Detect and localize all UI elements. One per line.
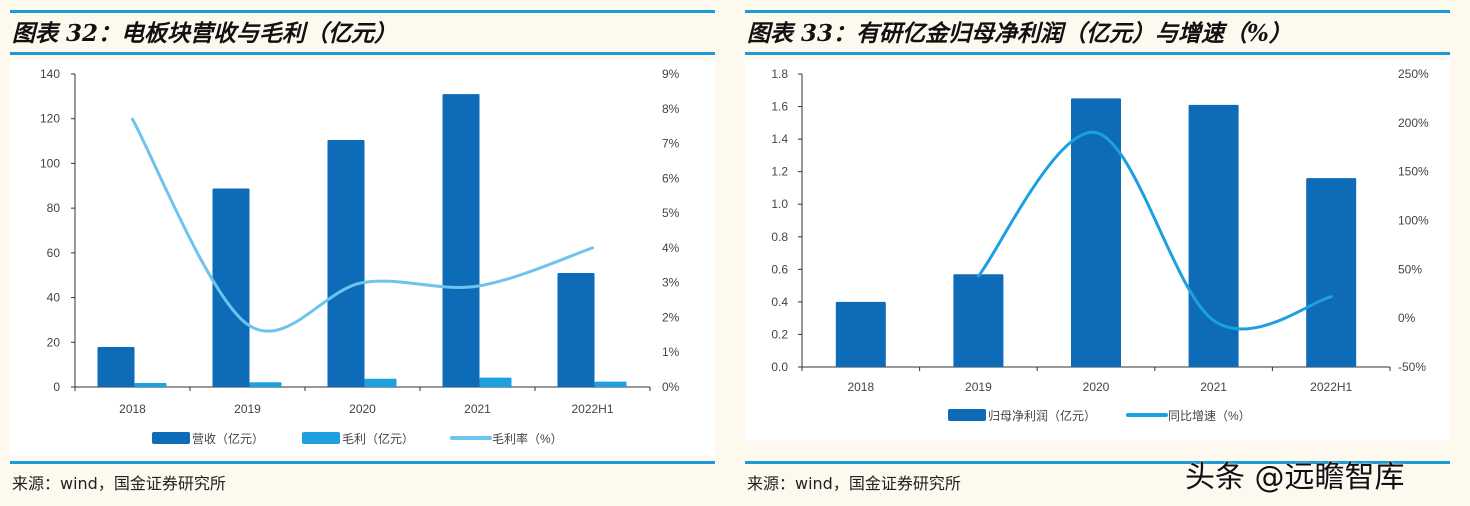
- right-y2-tick-label: -50%: [1398, 360, 1426, 374]
- right-y-tick-label: 0.2: [771, 327, 788, 341]
- right-chart-title: 图表 33：有研亿金归母净利润（亿元）与增速（%）: [747, 20, 1292, 47]
- left-legend-label-0: 营收（亿元）: [192, 431, 264, 446]
- left-bar-1: [249, 382, 282, 387]
- right-title-top-rule: [745, 10, 1450, 13]
- left-legend-label-1: 毛利（亿元）: [342, 431, 414, 446]
- right-bar-0: [1071, 98, 1121, 368]
- left-bar-0: [442, 94, 480, 387]
- left-x-tick-label: 2018: [119, 402, 146, 416]
- left-bar-0: [557, 272, 595, 387]
- left-title-top-rule: [10, 10, 715, 13]
- right-y2-tick-label: 100%: [1398, 214, 1429, 228]
- left-y2-tick-label: 3%: [662, 276, 680, 290]
- right-bar-0: [1306, 178, 1357, 367]
- left-bar-1: [364, 378, 397, 387]
- left-source: 来源：wind，国金证券研究所: [12, 474, 226, 493]
- right-x-tick-label: 2022H1: [1310, 380, 1352, 394]
- right-x-tick-label: 2020: [1083, 380, 1110, 394]
- left-x-tick-label: 2020: [349, 402, 376, 416]
- right-line-1: [976, 131, 1333, 331]
- left-chart-title: 图表 32：电板块营收与毛利（亿元）: [12, 20, 398, 47]
- left-y2-tick-label: 5%: [662, 206, 680, 220]
- left-y2-tick-label: 2%: [662, 310, 680, 324]
- right-y2-tick-label: 250%: [1398, 67, 1429, 81]
- left-y-tick-label: 0: [53, 380, 60, 394]
- left-y-tick-label: 20: [47, 335, 61, 349]
- right-legend-label-0: 归母净利润（亿元）: [988, 408, 1096, 423]
- left-y2-tick-label: 6%: [662, 171, 680, 185]
- right-y-tick-label: 0.6: [771, 262, 788, 276]
- right-y2-tick-label: 50%: [1398, 262, 1422, 276]
- right-y2-tick-label: 200%: [1398, 116, 1429, 130]
- right-x-tick-label: 2018: [847, 380, 874, 394]
- right-bar-0: [1188, 104, 1239, 367]
- right-y2-tick-label: 150%: [1398, 165, 1429, 179]
- left-x-tick-label: 2022H1: [571, 402, 613, 416]
- right-y-tick-label: 0.8: [771, 230, 788, 244]
- left-bar-0: [327, 139, 365, 387]
- right-y-tick-label: 0.0: [771, 360, 788, 374]
- right-footer-rule: [745, 461, 1450, 464]
- left-y-tick-label: 120: [40, 112, 60, 126]
- left-y2-tick-label: 7%: [662, 137, 680, 151]
- left-y-tick-label: 140: [40, 67, 60, 81]
- left-legend-swatch-1: [302, 432, 340, 444]
- left-y-tick-label: 100: [40, 156, 60, 170]
- right-y2-tick-label: 0%: [1398, 311, 1416, 325]
- right-y-tick-label: 1.2: [771, 165, 788, 179]
- left-y2-tick-label: 8%: [662, 102, 680, 116]
- right-y-tick-label: 0.4: [771, 295, 788, 309]
- left-bar-1: [134, 382, 167, 387]
- left-title-bottom-rule: [10, 52, 715, 55]
- left-legend-swatch-0: [152, 432, 190, 444]
- left-bar-1: [479, 377, 512, 387]
- left-x-tick-label: 2021: [464, 402, 491, 416]
- right-x-tick-label: 2021: [1200, 380, 1227, 394]
- left-line-2: [131, 117, 594, 333]
- left-y2-tick-label: 9%: [662, 67, 680, 81]
- left-bar-1: [594, 381, 627, 387]
- left-y2-tick-label: 1%: [662, 345, 680, 359]
- right-y-tick-label: 1.0: [771, 197, 788, 211]
- left-y2-tick-label: 0%: [662, 380, 680, 394]
- right-y-tick-label: 1.6: [771, 100, 788, 114]
- right-bar-0: [953, 274, 1004, 367]
- right-legend-label-1: 同比增速（%）: [1168, 409, 1251, 423]
- left-footer-rule: [10, 461, 715, 464]
- right-title-bottom-rule: [745, 52, 1450, 55]
- right-bar-0: [835, 301, 886, 367]
- right-x-tick-label: 2019: [965, 380, 992, 394]
- right-y-tick-label: 1.4: [771, 132, 788, 146]
- left-y-tick-label: 80: [47, 201, 61, 215]
- left-bar-0: [212, 188, 250, 387]
- left-y2-tick-label: 4%: [662, 241, 680, 255]
- right-y-tick-label: 1.8: [771, 67, 788, 81]
- left-y-tick-label: 40: [47, 291, 61, 305]
- watermark: 头条 @远瞻智库: [1185, 460, 1405, 495]
- left-legend-label-2: 毛利率（%）: [492, 431, 563, 446]
- left-x-tick-label: 2019: [234, 402, 261, 416]
- left-bar-0: [97, 346, 135, 387]
- left-y-tick-label: 60: [47, 246, 61, 260]
- right-legend-swatch-0: [948, 409, 986, 421]
- right-source: 来源：wind，国金证券研究所: [747, 474, 961, 493]
